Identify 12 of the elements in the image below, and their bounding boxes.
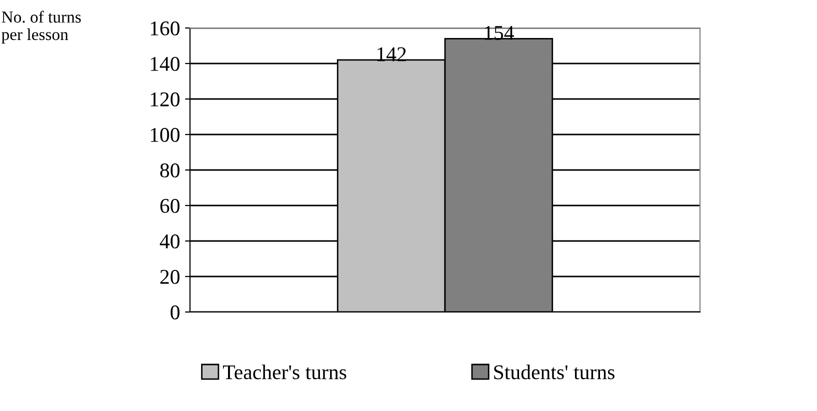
y-tick-label: 60	[160, 198, 180, 213]
y-axis-title: No. of turns per lesson	[2, 10, 81, 44]
y-tick-label: 80	[160, 163, 180, 178]
legend-label: Students' turns	[494, 364, 614, 380]
legend-label: Teacher's turns	[223, 364, 346, 380]
y-tick-label: 100	[150, 128, 180, 142]
y-tick-label: 0	[170, 305, 180, 320]
y-tick-label: 20	[160, 270, 180, 284]
y-tick-label: 40	[160, 234, 180, 248]
y-tick-label: 140	[150, 56, 180, 71]
y-tick-label: 120	[150, 92, 180, 106]
y-tick-label: 160	[150, 21, 180, 36]
